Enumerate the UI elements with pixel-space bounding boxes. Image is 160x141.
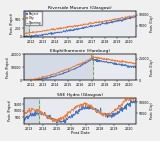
Y-axis label: Posts (City): Posts (City) <box>150 59 154 76</box>
Bar <box>24 11 29 37</box>
Title: Riverside Museum (Glasgow): Riverside Museum (Glasgow) <box>48 5 112 10</box>
Legend: Project, City, Opening: Project, City, Opening <box>25 11 42 25</box>
Bar <box>24 98 39 124</box>
Title: SSE Hydro (Glasgow): SSE Hydro (Glasgow) <box>57 93 103 97</box>
Title: Elbphilharmonie (Hamburg): Elbphilharmonie (Hamburg) <box>50 49 110 53</box>
Y-axis label: Posts (Project): Posts (Project) <box>10 13 14 34</box>
X-axis label: Post Date: Post Date <box>71 131 89 136</box>
Y-axis label: Posts (City): Posts (City) <box>150 103 154 119</box>
Y-axis label: Posts (City): Posts (City) <box>150 15 154 32</box>
Y-axis label: Posts (Project): Posts (Project) <box>6 57 10 78</box>
Y-axis label: Posts (Project): Posts (Project) <box>8 100 12 121</box>
Bar <box>24 54 93 80</box>
